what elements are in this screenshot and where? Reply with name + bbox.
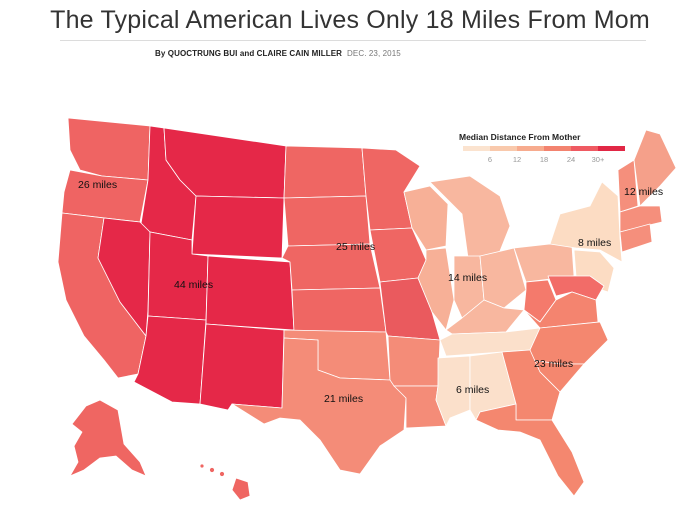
region-mountain-west[interactable] [97,125,295,411]
state-hawaii-island-3 [219,471,225,477]
legend-tick-label: 12 [513,155,521,164]
region-alaska[interactable] [69,399,147,477]
label-ny-nj: 8 miles [578,237,611,249]
legend-swatch [598,146,625,151]
byline-authors: By QUOCTRUNG BUI and CLAIRE CAIN MILLER [155,49,343,58]
state-kansas [291,287,387,333]
legend-swatches [463,146,625,151]
label-south-atlantic: 23 miles [534,358,573,370]
region-south-central[interactable] [231,329,447,475]
state-florida [475,403,585,497]
state-new-mexico [199,323,285,411]
legend-ticks: 6 12 18 24 30+ [488,155,605,164]
byline: By QUOCTRUNG BUI and CLAIRE CAIN MILLER D… [155,49,401,58]
state-colorado [205,255,295,331]
state-hawaii-big-island [231,477,251,501]
state-vermont-nh [617,159,639,213]
title-divider [60,40,646,41]
state-washington [67,117,151,181]
state-illinois [417,247,455,331]
label-northwest: 26 miles [78,179,117,191]
legend-swatch [517,146,544,151]
label-new-england: 12 miles [624,186,663,198]
legend-swatch [490,146,517,151]
state-wyoming [191,195,285,259]
label-mountain-west: 44 miles [174,279,213,291]
state-ct-ri [619,223,653,253]
state-arkansas [387,335,441,387]
byline-date: DEC. 23, 2015 [347,49,401,58]
region-great-lakes[interactable] [403,175,575,335]
label-great-lakes: 14 miles [448,272,487,284]
state-alaska [69,399,147,477]
page-title: The Typical American Lives Only 18 Miles… [50,6,650,34]
legend-swatch [544,146,571,151]
legend-swatch [463,146,490,151]
legend-tick-label: 30+ [592,155,605,164]
region-northwest[interactable] [57,117,151,379]
label-deep-south: 6 miles [456,384,489,396]
state-pennsylvania [513,243,575,283]
legend-tick-label: 6 [488,155,492,164]
state-ohio [479,247,527,309]
region-south-atlantic[interactable] [475,275,609,497]
state-hawaii-island-2 [209,467,215,473]
state-texas [231,337,407,475]
label-south-central: 21 miles [324,393,363,405]
state-massachusetts [619,205,663,233]
state-new-york [549,181,623,263]
legend-tick-label: 24 [567,155,575,164]
legend-swatch [571,146,598,151]
state-south-dakota [283,195,371,247]
legend-tick-label: 18 [540,155,548,164]
region-hawaii[interactable] [199,463,251,501]
label-great-plains: 25 miles [336,241,375,253]
state-north-dakota [283,145,367,199]
legend-title: Median Distance From Mother [459,132,581,142]
state-wisconsin [403,185,449,251]
region-new-england[interactable] [617,129,677,253]
region-great-plains[interactable] [281,145,441,341]
legend: Median Distance From Mother 6 12 18 24 30+ [459,132,625,164]
state-hawaii-island-1 [199,463,205,469]
